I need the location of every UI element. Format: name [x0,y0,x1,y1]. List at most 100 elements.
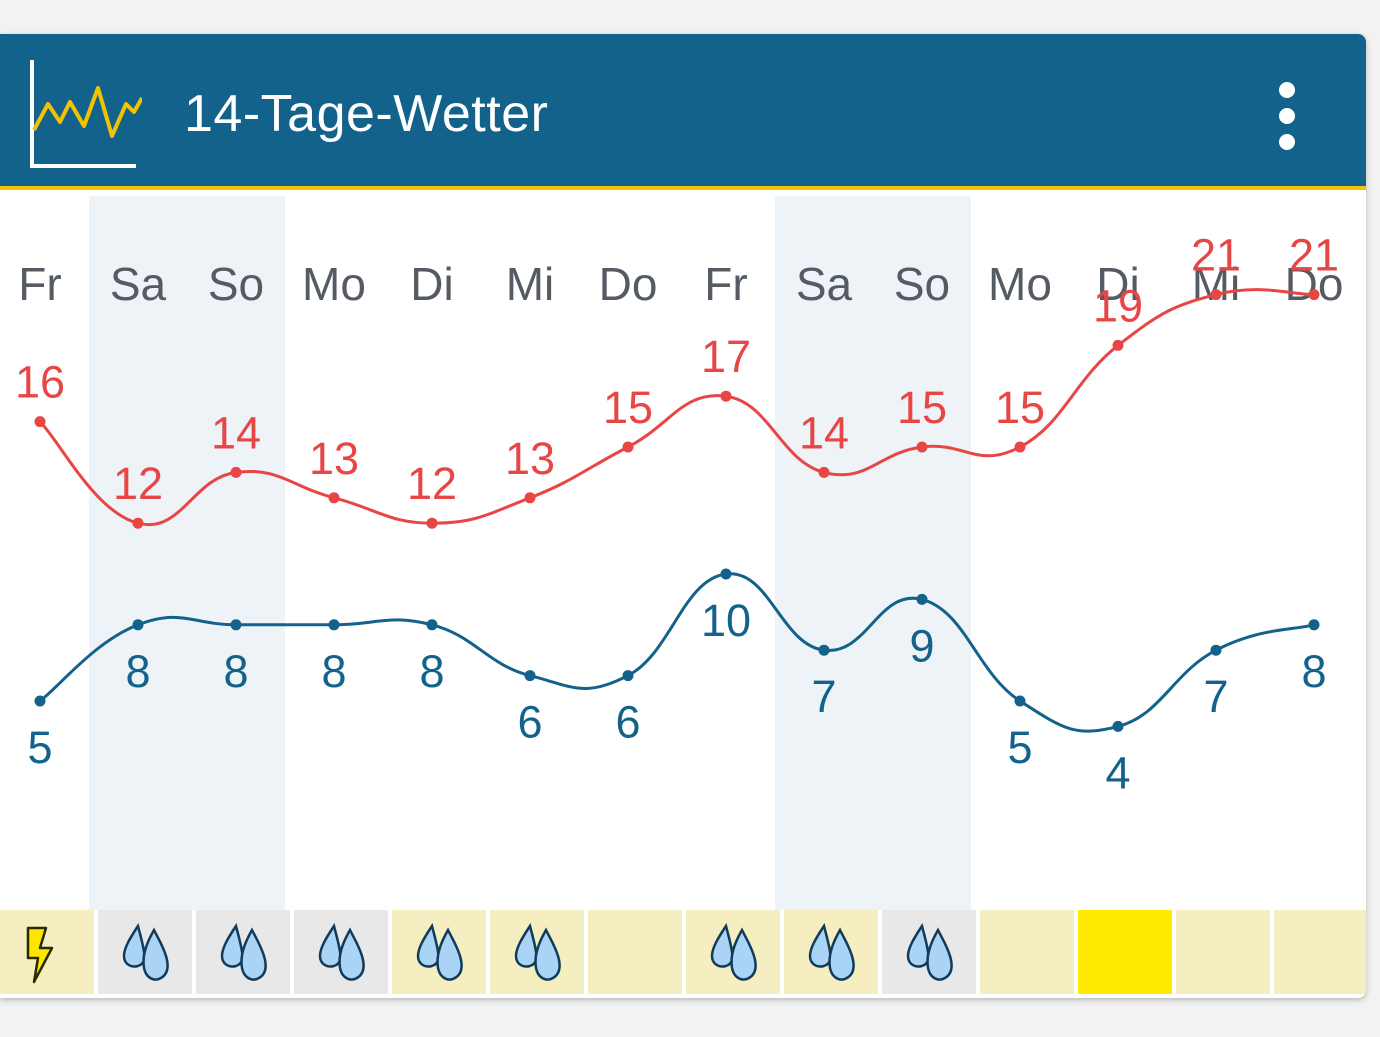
max-temperature-point [426,517,438,529]
min-temperature-point [328,619,340,631]
min-temperature-label: 8 [223,646,248,697]
rain-icon [686,910,780,994]
card-header: 14-Tage-Wetter [0,34,1366,190]
dry-cell [588,910,682,994]
min-temperature-label: 8 [125,646,150,697]
max-temperature-point [1210,289,1222,301]
rain-icon [906,922,953,981]
rain-icon [98,910,192,994]
dry-cell [1274,910,1366,994]
min-temperature-point [818,644,830,656]
day-label: Di [410,258,453,310]
weekend-band [775,196,873,910]
rain-icon [318,922,365,981]
min-temperature-point [132,619,144,631]
max-temperature-point [1014,441,1026,453]
weekend-band [873,196,971,910]
max-temperature-label: 14 [799,407,849,458]
max-temperature-label: 12 [407,458,457,509]
thunderstorm-icon [26,926,54,984]
page-title: 14-Tage-Wetter [184,85,549,143]
max-temperature-point [230,466,242,478]
min-temperature-point [1210,644,1222,656]
min-temperature-label: 10 [701,595,751,646]
day-label: Sa [796,258,853,310]
rain-icon [294,910,388,994]
day-label: Do [1285,258,1344,310]
day-label: Mo [302,258,366,310]
min-temperature-point [524,670,536,682]
day-label: Mi [1192,258,1241,310]
max-temperature-point [1112,339,1124,351]
max-temperature-label: 12 [113,458,163,509]
rain-icon [220,922,267,981]
min-temperature-point [916,593,928,605]
min-temperature-label: 7 [811,671,836,722]
max-temperature-label: 19 [1093,280,1143,331]
min-temperature-line [39,572,1315,733]
max-temperature-point [524,492,536,504]
min-temperature-label: 5 [1007,722,1032,773]
day-label: Sa [110,258,167,310]
max-temperature-label: 21 [1191,230,1241,281]
max-temperature-point [720,390,732,402]
forecast-card: 14-Tage-Wetter Fr Sa So Mo Di Mi Do Fr Sa So Mo Di M… [0,34,1366,998]
max-temperature-point [1308,289,1320,301]
min-temperature-point [1014,695,1026,707]
sunny-cell [1078,910,1172,994]
max-temperature-label: 13 [309,433,359,484]
min-temperature-label: 4 [1105,747,1130,798]
max-temperature-point [622,441,634,453]
min-temperature-label: 8 [321,646,346,697]
weekend-band [89,196,187,910]
min-temperature-label: 6 [615,697,640,748]
chart-line-icon [30,60,142,168]
min-temperature-label: 5 [27,722,52,773]
max-temperature-label: 13 [505,433,555,484]
weather-icon-row [0,910,1366,998]
day-label: Do [599,258,658,310]
rain-icon [808,922,855,981]
max-temperature-label: 15 [603,382,653,433]
min-temperature-point [622,670,634,682]
min-temperature-label: 9 [909,620,934,671]
max-temperature-point [818,466,830,478]
max-temperature-label: 16 [15,357,65,408]
day-label: So [894,258,950,310]
day-label: Fr [704,258,747,310]
min-temperature-point [230,619,242,631]
min-temperature-label: 7 [1203,671,1228,722]
min-temperature-point [720,568,732,580]
max-temperature-label: 21 [1289,230,1339,281]
day-label: Di [1096,258,1139,310]
rain-icon [784,910,878,994]
day-label: Mo [988,258,1052,310]
min-temperature-label: 8 [419,646,444,697]
min-temperature-point [34,695,46,707]
max-temperature-point [34,416,46,428]
rain-icon [490,910,584,994]
rain-icon [392,910,486,994]
min-temperature-point [1112,720,1124,732]
weekend-band [187,196,285,910]
min-temperature-point [426,619,438,631]
min-temperature-label: 8 [1301,646,1326,697]
min-temperature-point [1308,619,1320,631]
max-temperature-point [328,492,340,504]
thunderstorm-icon [0,910,94,994]
max-temperature-label: 15 [995,382,1045,433]
day-label: Fr [18,258,61,310]
dry-cell [1176,910,1270,994]
temperature-chart: Fr Sa So Mo Di Mi Do Fr Sa So Mo Di Mi Do 16 12 14 13 12 13… [15,196,1344,910]
day-label: So [208,258,264,310]
rain-icon [514,922,561,981]
rain-icon [882,910,976,994]
dry-cell [980,910,1074,994]
max-temperature-point [916,441,928,453]
rain-icon [196,910,290,994]
max-temperature-label: 17 [701,331,751,382]
max-temperature-label: 15 [897,382,947,433]
max-temperature-point [132,517,144,529]
min-temperature-label: 6 [517,697,542,748]
more-vertical-icon[interactable] [1264,78,1310,154]
